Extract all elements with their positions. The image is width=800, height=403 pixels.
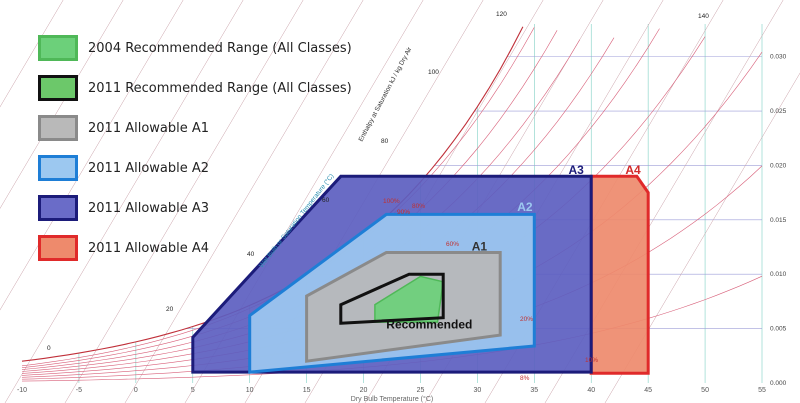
- legend-label: 2011 Allowable A2: [88, 160, 210, 176]
- enthalpy-tick-label: 140: [698, 13, 709, 20]
- rh-label: 60%: [446, 241, 459, 248]
- enthalpy-tick-label: 120: [496, 11, 507, 18]
- enthalpy-gridline: [0, 0, 64, 108]
- enthalpy-tick-label: 80: [381, 138, 389, 145]
- x-tick-label: -5: [76, 387, 82, 394]
- x-tick-label: 30: [473, 387, 481, 394]
- legend-swatch-2004-recommended: [38, 35, 78, 61]
- y-tick-label: 0.020: [770, 162, 787, 169]
- legend-item-a4: 2011 Allowable A4: [38, 234, 352, 262]
- legend-item-a2: 2011 Allowable A2: [38, 154, 352, 182]
- enthalpy-gridline: [0, 0, 184, 311]
- region-a4: [589, 174, 650, 375]
- y-tick-label: 0.005: [770, 326, 787, 333]
- enthalpy-tick-label: 0: [47, 345, 51, 352]
- legend-swatch-a2: [38, 155, 78, 181]
- enthalpy-axis-label: Enthalpy at Saturation kJ / kg Dry Air: [358, 45, 414, 142]
- legend-label: 2004 Recommended Range (All Classes): [88, 40, 352, 56]
- enthalpy-gridline: [64, 0, 304, 403]
- enthalpy-tick-label: 60: [322, 197, 330, 204]
- region-label-a1: A1: [472, 239, 488, 253]
- rh-label: 10%: [585, 357, 598, 364]
- enthalpy-tick-label: 100: [428, 69, 439, 76]
- rh-label: 100%: [383, 198, 400, 205]
- legend-item-2004-recommended: 2004 Recommended Range (All Classes): [38, 34, 352, 62]
- enthalpy-gridline: [4, 0, 244, 403]
- y-tick-label: 0.000: [770, 380, 787, 387]
- y-tick-label: 0.010: [770, 271, 787, 278]
- x-tick-label: 35: [530, 387, 538, 394]
- x-axis-label: Dry Bulb Temperature (°C): [351, 395, 433, 403]
- enthalpy-gridline: [124, 0, 364, 403]
- enthalpy-tick-label: 40: [247, 251, 255, 258]
- x-tick-label: 10: [246, 387, 254, 394]
- legend-swatch-a4: [38, 235, 78, 261]
- legend-label: 2011 Allowable A4: [88, 240, 210, 256]
- y-tick-label: 0.015: [770, 217, 787, 224]
- legend-item-2011-recommended: 2011 Recommended Range (All Classes): [38, 74, 352, 102]
- x-tick-label: 45: [644, 387, 652, 394]
- x-tick-label: 20: [360, 387, 368, 394]
- region-recommended-2004: [374, 275, 445, 323]
- rh-label: 90%: [397, 209, 410, 216]
- rh-label: 8%: [520, 375, 530, 382]
- x-tick-label: 5: [191, 387, 195, 394]
- x-tick-label: 15: [303, 387, 311, 394]
- rh-label: 80%: [412, 203, 425, 210]
- x-tick-label: 40: [587, 387, 595, 394]
- region-label-a4: A4: [625, 163, 641, 177]
- x-tick-label: 50: [701, 387, 709, 394]
- legend: 2004 Recommended Range (All Classes) 201…: [38, 34, 352, 274]
- legend-swatch-2011-recommended: [38, 75, 78, 101]
- enthalpy-gridline: [0, 0, 124, 209]
- legend-item-a1: 2011 Allowable A1: [38, 114, 352, 142]
- legend-swatch-a3: [38, 195, 78, 221]
- rh-label: 20%: [520, 316, 533, 323]
- label-layer: A4 A3 A2 A1 Recommended: [386, 163, 641, 331]
- region-label-a3: A3: [568, 163, 584, 177]
- region-recommended-2011: [339, 272, 445, 325]
- legend-label: 2011 Allowable A3: [88, 200, 210, 216]
- enthalpy-tick-label: 20: [166, 306, 174, 313]
- region-label-recommended-2011: Recommended: [386, 318, 472, 332]
- legend-label: 2011 Recommended Range (All Classes): [88, 80, 352, 96]
- legend-label: 2011 Allowable A1: [88, 120, 210, 136]
- x-tick-label: -10: [17, 387, 27, 394]
- y-tick-label: 0.030: [770, 54, 787, 61]
- x-tick-label: 25: [417, 387, 425, 394]
- legend-swatch-a1: [38, 115, 78, 141]
- y-tick-label: 0.025: [770, 108, 787, 115]
- region-layer: [191, 174, 650, 375]
- x-tick-label: 55: [758, 387, 766, 394]
- legend-item-a3: 2011 Allowable A3: [38, 194, 352, 222]
- region-label-a2: A2: [517, 200, 533, 214]
- x-tick-label: 0: [134, 387, 138, 394]
